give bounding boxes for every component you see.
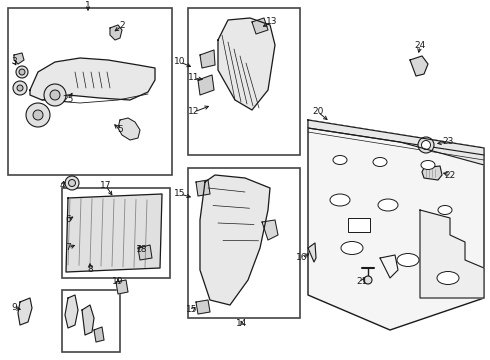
Ellipse shape	[17, 85, 23, 91]
Text: 15: 15	[174, 189, 186, 198]
Text: 8: 8	[87, 266, 93, 274]
Polygon shape	[138, 245, 152, 260]
Ellipse shape	[373, 158, 387, 166]
Polygon shape	[198, 75, 214, 95]
Ellipse shape	[69, 180, 75, 186]
Ellipse shape	[330, 194, 350, 206]
Polygon shape	[110, 25, 122, 40]
Ellipse shape	[397, 253, 419, 266]
Ellipse shape	[13, 81, 27, 95]
Polygon shape	[14, 53, 24, 64]
Polygon shape	[308, 243, 316, 262]
Polygon shape	[66, 194, 162, 272]
Ellipse shape	[50, 90, 60, 100]
Polygon shape	[94, 327, 104, 342]
Ellipse shape	[26, 103, 50, 127]
Text: 20: 20	[312, 108, 324, 117]
Bar	[188, 168, 300, 318]
Text: 10: 10	[174, 58, 186, 67]
Polygon shape	[308, 120, 484, 165]
Polygon shape	[30, 58, 155, 100]
Bar	[62, 290, 120, 352]
Ellipse shape	[421, 140, 431, 149]
Text: 15: 15	[186, 306, 198, 315]
Text: 16: 16	[296, 253, 308, 262]
Text: 2: 2	[119, 22, 125, 31]
Text: 14: 14	[236, 320, 247, 328]
Text: 25: 25	[62, 95, 74, 104]
Polygon shape	[218, 18, 275, 110]
Text: 11: 11	[188, 73, 200, 82]
Ellipse shape	[418, 137, 434, 153]
Polygon shape	[65, 295, 78, 328]
Bar	[188, 8, 300, 155]
Ellipse shape	[33, 110, 43, 120]
Polygon shape	[200, 50, 215, 68]
Ellipse shape	[437, 271, 459, 284]
Text: 1: 1	[85, 1, 91, 10]
Text: 3: 3	[11, 58, 17, 67]
Text: 6: 6	[65, 216, 71, 225]
Polygon shape	[196, 180, 210, 196]
Ellipse shape	[341, 242, 363, 255]
Ellipse shape	[16, 66, 28, 78]
Polygon shape	[82, 305, 94, 335]
Text: 21: 21	[356, 278, 368, 287]
Polygon shape	[420, 210, 484, 298]
Text: 5: 5	[117, 126, 123, 135]
Ellipse shape	[19, 69, 25, 75]
Text: 22: 22	[444, 171, 456, 180]
Polygon shape	[200, 175, 270, 305]
Polygon shape	[252, 18, 268, 34]
Text: 9: 9	[11, 303, 17, 312]
Polygon shape	[18, 298, 32, 325]
Text: 4: 4	[59, 180, 65, 189]
Polygon shape	[410, 56, 428, 76]
Text: 17: 17	[100, 181, 112, 190]
Ellipse shape	[438, 206, 452, 215]
Ellipse shape	[333, 156, 347, 165]
Text: 19: 19	[112, 278, 124, 287]
Ellipse shape	[364, 276, 372, 284]
Ellipse shape	[421, 161, 435, 170]
Bar	[8, 8, 172, 175]
Text: 12: 12	[188, 108, 200, 117]
Ellipse shape	[44, 84, 66, 106]
Text: 13: 13	[266, 18, 278, 27]
Polygon shape	[422, 166, 442, 180]
Polygon shape	[262, 220, 278, 240]
Polygon shape	[308, 120, 484, 330]
Bar	[62, 188, 170, 278]
Text: 7: 7	[65, 243, 71, 252]
Ellipse shape	[378, 199, 398, 211]
Polygon shape	[118, 118, 140, 140]
Text: 18: 18	[136, 246, 148, 255]
Polygon shape	[196, 300, 210, 314]
Bar	[348, 218, 370, 232]
Text: 23: 23	[442, 138, 454, 147]
Ellipse shape	[65, 176, 79, 190]
Text: 24: 24	[415, 41, 426, 50]
Polygon shape	[116, 280, 128, 294]
